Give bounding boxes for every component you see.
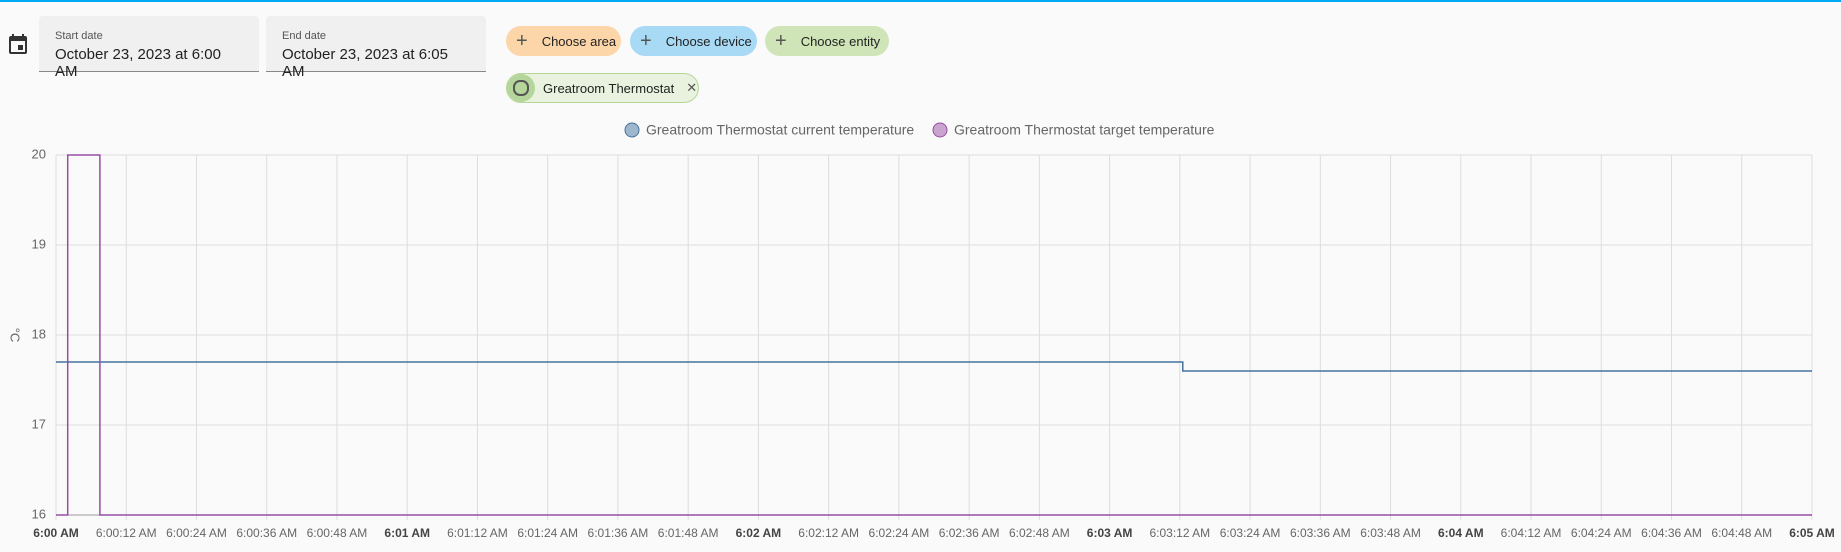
chip-label: Greatroom Thermostat <box>543 80 675 96</box>
y-axis-label: °C <box>8 328 23 343</box>
chip-label: Choose device <box>665 33 752 49</box>
x-tick-label: 6:00 AM <box>33 526 79 540</box>
x-tick-label: 6:01:12 AM <box>447 526 508 540</box>
x-tick-label: 6:02:36 AM <box>939 526 1000 540</box>
x-tick-label: 6:03:48 AM <box>1360 526 1421 540</box>
legend-swatch <box>932 122 948 138</box>
y-tick-label: 20 <box>32 146 46 161</box>
x-tick-label: 6:01:48 AM <box>658 526 719 540</box>
x-tick-label: 6:02 AM <box>736 526 782 540</box>
x-tick-label: 6:01:24 AM <box>517 526 578 540</box>
chart: °C 16 17 18 19 20 6:00 AM 6:00:12 AM 6:00:24 AM… <box>8 122 1835 540</box>
chip-label: Choose entity <box>800 33 881 49</box>
y-tick-label: 19 <box>32 236 46 251</box>
x-tick-label: 6:04:12 AM <box>1501 526 1562 540</box>
chip-label: Choose area <box>541 33 617 49</box>
x-tick-label: 6:03 AM <box>1087 526 1133 540</box>
start-date[interactable]: Start date October 23, 2023 at 6:00 AM <box>39 16 259 80</box>
x-tick-label: 6:02:24 AM <box>869 526 930 540</box>
entity-chip[interactable]: Greatroom Thermostat ✕ <box>506 73 699 103</box>
value: October 23, 2023 at 6:00 AM <box>55 46 221 80</box>
y-tick-label: 18 <box>32 326 46 341</box>
top-bar <box>0 0 1841 2</box>
y-tick-label: 16 <box>32 506 46 521</box>
x-tick-label: 6:00:48 AM <box>307 526 368 540</box>
x-tick-label: 6:04:48 AM <box>1711 526 1772 540</box>
x-tick-label: 6:01:36 AM <box>588 526 649 540</box>
label: Start date <box>55 30 103 42</box>
x-tick-label: 6:03:24 AM <box>1220 526 1281 540</box>
label: End date <box>282 30 327 42</box>
x-tick-label: 6:00:36 AM <box>236 526 297 540</box>
x-tick-label: 6:05 AM <box>1789 526 1835 540</box>
x-tick-label: 6:03:12 AM <box>1149 526 1210 540</box>
y-tick-label: 17 <box>32 416 46 431</box>
legend-label: Greatroom Thermostat target temperature <box>954 122 1215 138</box>
chip[interactable]: + Choose device <box>630 26 757 56</box>
legend-swatch <box>624 122 640 138</box>
calendar-icon[interactable] <box>6 32 30 58</box>
x-tick-label: 6:04:24 AM <box>1571 526 1632 540</box>
x-tick-label: 6:00:24 AM <box>166 526 227 540</box>
chip[interactable]: + Choose area <box>506 26 621 56</box>
entity-icon <box>507 74 535 102</box>
remove-button[interactable]: ✕ <box>686 80 698 95</box>
x-tick-label: 6:04 AM <box>1438 526 1484 540</box>
line <box>56 154 1812 516</box>
value: October 23, 2023 at 6:05 AM <box>282 46 448 80</box>
line <box>56 361 1812 372</box>
x-tick-label: 6:02:48 AM <box>1009 526 1070 540</box>
x-tick-label: 6:04:36 AM <box>1641 526 1702 540</box>
chip[interactable]: + Choose entity <box>765 26 889 56</box>
x-tick-label: 6:01 AM <box>384 526 430 540</box>
x-tick-label: 6:02:12 AM <box>798 526 859 540</box>
x-tick-label: 6:00:12 AM <box>96 526 157 540</box>
legend-label: Greatroom Thermostat current temperature <box>646 122 914 138</box>
x-tick-label: 6:03:36 AM <box>1290 526 1351 540</box>
end-date[interactable]: End date October 23, 2023 at 6:05 AM <box>266 16 486 80</box>
